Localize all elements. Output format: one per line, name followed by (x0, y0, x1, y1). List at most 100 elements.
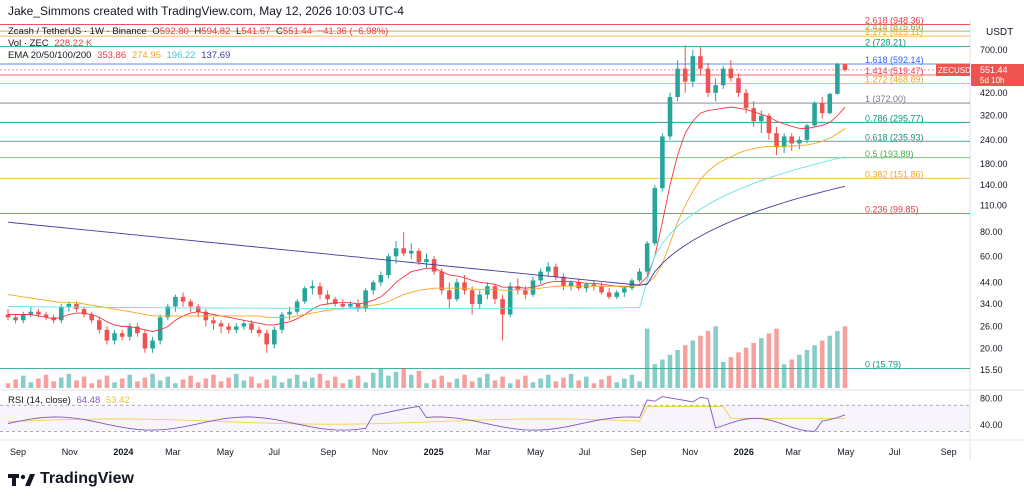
price-tag-countdown: 5d 10h (980, 76, 1004, 85)
candle-body (89, 314, 94, 321)
ema50-value: 274.95 (131, 50, 161, 61)
candle-body (644, 243, 650, 272)
candle-body (835, 64, 840, 94)
time-axis-tick: Jul (889, 447, 901, 457)
close-value: 551.44 (282, 26, 312, 37)
candle-body (264, 333, 269, 345)
candle-body (150, 340, 155, 349)
price-axis-tick: 700.00 (980, 45, 1008, 55)
volume-bar (393, 371, 399, 388)
volume-bar (249, 376, 254, 388)
candle-body (226, 326, 231, 330)
candle-body (720, 68, 726, 86)
close-label: C (276, 26, 283, 37)
time-axis-tick: Mar (786, 447, 802, 457)
time-axis-tick: Sep (320, 447, 336, 457)
volume-bar (675, 350, 680, 388)
change-value: −41.36 (−6.98%) (317, 26, 389, 37)
volume-bar (842, 326, 848, 388)
volume-bar (264, 379, 269, 388)
volume-bar (538, 378, 543, 388)
fib-level-label: 1.414 (519.47) (865, 66, 924, 76)
candle-body (20, 314, 26, 321)
fib-level-label: 2.618 (948.36) (865, 15, 924, 25)
candle-body (492, 286, 498, 300)
candle-body (599, 286, 604, 293)
price-tag-value: 551.44 (980, 65, 1008, 75)
price-axis-tick: 15.50 (980, 365, 1003, 375)
fib-level-label: 2 (728.21) (865, 38, 906, 48)
candle-body (173, 296, 178, 307)
volume-bar (545, 374, 551, 388)
time-axis-tick: Sep (10, 447, 26, 457)
volume-bar (759, 338, 764, 388)
candle-body (523, 290, 528, 295)
candle-body (81, 309, 87, 315)
candle-body (165, 306, 171, 318)
volume-bar (188, 375, 193, 388)
candle-body (705, 68, 711, 93)
fib-level-label: 0.382 (151.86) (865, 169, 924, 179)
rsi-ma-value: 53.42 (105, 395, 130, 406)
price-axis-tick: 20.00 (980, 344, 1003, 354)
volume-bar (287, 378, 292, 388)
volume-bar (797, 354, 802, 388)
volume-bar (591, 383, 597, 388)
rsi-ma-line (7, 406, 845, 425)
candle-body (142, 333, 148, 349)
volume-bar (789, 359, 795, 388)
volume-bar (294, 374, 300, 388)
candle-body (348, 303, 353, 307)
candle-body (637, 271, 642, 281)
rsi-legend: RSI (14, close) 64.48 53.42 (8, 395, 133, 406)
volume-bar (766, 333, 772, 388)
volume-bar (74, 380, 79, 388)
candle-body (310, 286, 315, 289)
candle-body (127, 326, 133, 337)
rsi-label: RSI (14, close) (8, 395, 71, 406)
symbol-legend: Zcash / TetherUS · 1W · Binance O592.80 … (8, 26, 391, 37)
fib-level-label: 0 (15.79) (865, 359, 901, 369)
candle-body (591, 284, 597, 287)
candle-body (743, 92, 749, 109)
volume-bar (462, 374, 467, 388)
volume-bar (218, 381, 224, 388)
candle-body (606, 292, 612, 297)
candle-body (660, 136, 665, 189)
volume-bar (835, 331, 840, 388)
volume-bar (507, 383, 513, 388)
candle-body (842, 64, 848, 71)
volume-bar (637, 381, 642, 388)
fib-level-label: 0.236 (99.85) (865, 204, 919, 214)
volume-bar (629, 374, 635, 388)
volume-bar (81, 376, 87, 388)
volume-bar (401, 368, 406, 388)
candle-body (439, 271, 445, 291)
volume-bar (135, 381, 140, 388)
volume-bar (355, 375, 361, 388)
candle-body (211, 320, 216, 324)
volume-bar (112, 382, 117, 388)
volume-bar (226, 377, 231, 388)
volume-legend: Vol · ZEC 228.22 K (8, 38, 95, 49)
time-axis-tick: 2024 (113, 447, 133, 457)
volume-bar (500, 376, 505, 388)
volume-bar (644, 328, 650, 388)
candle-body (332, 299, 338, 304)
volume-bar (447, 382, 452, 388)
candle-body (568, 282, 574, 287)
candle-body (447, 290, 452, 300)
ema100-line (7, 156, 846, 309)
volume-bar (469, 381, 475, 388)
volume-bar (728, 357, 734, 388)
volume-bar (622, 378, 627, 388)
volume-bar (165, 376, 171, 388)
volume-bar (812, 345, 817, 388)
candle-body (180, 296, 186, 302)
currency-label: USDT (986, 27, 1014, 38)
volume-bar (104, 375, 110, 388)
fib-level-label: 0.5 (193.89) (865, 149, 914, 159)
volume-bar (142, 377, 148, 388)
volume-bar (819, 340, 825, 388)
